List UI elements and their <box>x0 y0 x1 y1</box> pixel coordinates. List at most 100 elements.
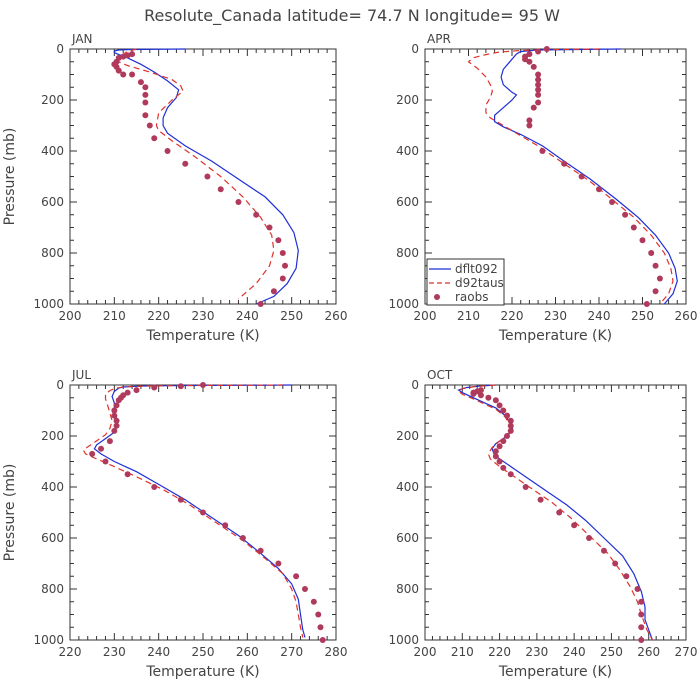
raobs-point <box>133 387 140 394</box>
legend-symbol-raobs <box>434 294 440 300</box>
raobs-point <box>120 71 127 78</box>
raobs-point <box>600 547 607 554</box>
raobs-point <box>526 117 533 124</box>
x-tick-label: 200 <box>414 309 437 323</box>
raobs-point <box>648 250 655 256</box>
panel-label: OCT <box>427 368 453 382</box>
raobs-point <box>275 237 282 244</box>
raobs-point <box>496 443 503 450</box>
x-tick-label: 240 <box>147 645 170 659</box>
raobs-point <box>106 438 113 445</box>
series-line-d92taus <box>118 48 275 300</box>
x-tick-label: 260 <box>236 645 259 659</box>
series-raobs <box>89 382 326 643</box>
raobs-point <box>500 464 507 471</box>
raobs-point <box>470 390 477 397</box>
raobs-point <box>111 412 118 419</box>
raobs-point <box>537 496 544 503</box>
raobs-point <box>496 458 503 465</box>
raobs-point <box>535 71 542 78</box>
x-axis-label: Temperature (K) <box>145 328 259 344</box>
raobs-point <box>253 211 260 218</box>
raobs-point <box>561 160 568 167</box>
y-tick-label: 600 <box>396 195 419 209</box>
raobs-point <box>275 560 282 567</box>
raobs-point <box>151 384 158 391</box>
raobs-point <box>622 211 629 218</box>
raobs-point <box>301 586 308 592</box>
panel-oct: OCT 200 210 220 230 240 250 260 270 0 200 400 600 800… <box>388 368 697 680</box>
raobs-point <box>113 422 120 429</box>
x-tick-label: 280 <box>325 645 348 659</box>
raobs-point <box>477 392 484 399</box>
raobs-point <box>279 275 286 282</box>
raobs-point <box>535 86 542 93</box>
x-tick-label: 200 <box>59 309 82 323</box>
raobs-point <box>504 433 511 439</box>
raobs-point <box>556 509 563 516</box>
series-raobs <box>470 387 645 643</box>
x-tick-label: 230 <box>192 309 215 323</box>
raobs-point <box>310 598 317 605</box>
x-tick-label: 250 <box>192 645 215 659</box>
raobs-point <box>535 99 542 106</box>
x-tick-label: 230 <box>544 309 567 323</box>
raobs-point <box>113 417 120 424</box>
raobs-point <box>279 250 286 256</box>
y-tick-label: 1000 <box>388 297 419 311</box>
raobs-point <box>530 104 537 111</box>
x-tick-label: 240 <box>563 645 586 659</box>
raobs-point <box>257 547 264 554</box>
raobs-point <box>124 389 131 396</box>
raobs-point <box>182 160 189 167</box>
x-tick-label: 260 <box>637 645 660 659</box>
y-tick-label: 1000 <box>33 633 64 647</box>
raobs-point <box>204 173 211 180</box>
x-tick-label: 210 <box>457 309 480 323</box>
y-tick-label: 0 <box>56 378 64 392</box>
raobs-point <box>586 535 593 541</box>
raobs-point <box>507 422 514 429</box>
raobs-point <box>111 427 118 434</box>
x-tick-label: 210 <box>451 645 474 659</box>
y-tick-label: 600 <box>41 195 64 209</box>
raobs-point <box>507 417 514 424</box>
series-line-d92taus <box>457 384 653 641</box>
y-tick-label: 400 <box>396 144 419 158</box>
raobs-point <box>535 76 542 83</box>
x-tick-label: 230 <box>103 645 126 659</box>
x-tick-label: 240 <box>588 309 611 323</box>
plot-frame <box>424 384 687 641</box>
y-tick-label: 400 <box>396 480 419 494</box>
panels: JAN 200 210 220 230 240 250 260 0 200 400 600 800 100… <box>2 32 697 680</box>
raobs-point <box>315 611 322 618</box>
y-tick-label: 200 <box>41 429 64 443</box>
panel-label: JAN <box>71 32 93 46</box>
y-tick-label: 0 <box>411 378 419 392</box>
x-tick-label: 250 <box>280 309 303 323</box>
raobs-point <box>235 199 242 205</box>
raobs-point <box>129 71 136 78</box>
raobs-point <box>492 453 499 460</box>
series-line-dflt092 <box>494 48 678 305</box>
raobs-point <box>630 224 637 231</box>
raobs-point <box>496 402 503 409</box>
legend-label-dflt092: dflt092 <box>455 262 498 276</box>
raobs-point <box>571 522 578 529</box>
raobs-point <box>137 79 144 86</box>
raobs-point <box>485 394 492 401</box>
raobs-point <box>222 522 229 529</box>
y-axis-label: Pressure (mb) <box>2 128 18 226</box>
x-tick-label: 260 <box>675 309 698 323</box>
y-tick-label: 200 <box>396 429 419 443</box>
raobs-point <box>217 186 224 193</box>
raobs-point <box>623 573 630 580</box>
raobs-point <box>142 91 149 98</box>
raobs-point <box>142 112 149 119</box>
raobs-point <box>526 122 533 129</box>
y-tick-label: 800 <box>396 246 419 260</box>
y-tick-label: 200 <box>41 93 64 107</box>
x-tick-label: 250 <box>631 309 654 323</box>
